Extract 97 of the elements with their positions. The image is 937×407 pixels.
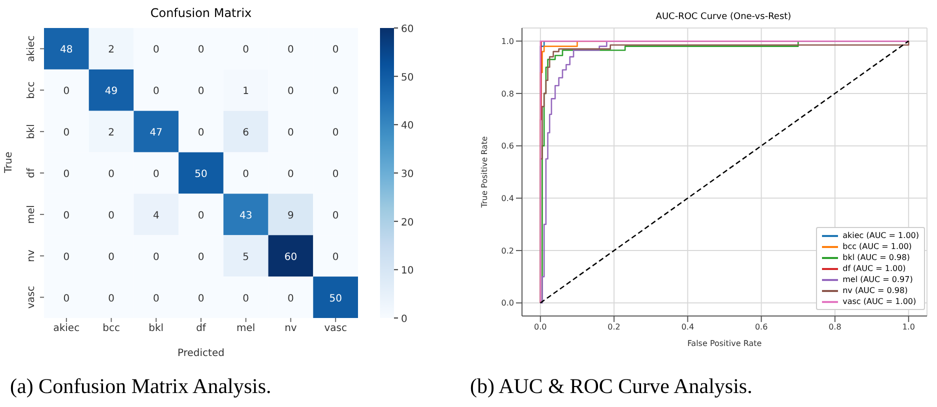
data-label: 0	[108, 210, 114, 222]
data-label: 43	[239, 210, 252, 222]
data-label: 0	[242, 169, 250, 180]
data-label: 0	[332, 86, 339, 98]
data-label: 0	[63, 252, 70, 263]
y-tick-label: df	[26, 168, 37, 178]
data-label: 0	[198, 44, 204, 56]
chart-title: AUC-ROC Curve (One-vs-Rest)	[654, 12, 792, 22]
color-bar-label: 20	[401, 217, 414, 228]
y-tick-label: mel	[26, 205, 37, 224]
data-label: 0	[332, 252, 339, 263]
y-tick-label: 0.8	[501, 89, 514, 98]
x-tick-label: akiec	[53, 323, 80, 334]
data-label: 0	[152, 86, 160, 98]
y-tick-label: akiec	[26, 36, 37, 62]
y-tick-label: 0.4	[501, 194, 514, 204]
y-axis-title: True Positive Rate	[480, 136, 489, 209]
x-axis-title: Predicted	[178, 348, 224, 359]
y-tick-label: 0.6	[501, 142, 514, 151]
data-label: 6	[242, 128, 250, 139]
data-label: 0	[198, 128, 204, 139]
y-tick-label: bcc	[26, 81, 37, 99]
data-label: 0	[63, 210, 70, 222]
color-bar-label: 50	[401, 72, 414, 84]
data-label: 0	[63, 128, 70, 139]
color-bar-label: 0	[401, 314, 408, 325]
data-label: 0	[288, 44, 294, 56]
x-tick-label: df	[196, 323, 206, 334]
data-label: 0	[108, 169, 114, 180]
data-label: 0	[63, 86, 70, 98]
data-label: 0	[108, 293, 114, 304]
data-label: 50	[194, 169, 208, 180]
chart-title: Confusion Matrix	[149, 6, 253, 20]
data-label: 2	[108, 128, 114, 139]
data-label: 0	[242, 44, 250, 56]
color-bar-label: 40	[401, 120, 414, 132]
data-label: 0	[198, 210, 204, 222]
y-tick-label: 1.0	[501, 36, 514, 46]
data-label: 0	[288, 169, 294, 180]
data-label: 9	[288, 210, 294, 222]
data-label: 0	[198, 86, 204, 98]
x-tick-label: 0.2	[608, 322, 620, 332]
y-tick-label: bkl	[26, 124, 37, 140]
legend-label: vasc (AUC = 1.00)	[842, 297, 916, 306]
legend-label: nv (AUC = 0.98)	[842, 286, 908, 295]
color-bar-label: 30	[401, 169, 414, 180]
y-tick-label: 0.2	[501, 246, 514, 256]
legend-label: akiec (AUC = 1.00)	[842, 231, 919, 240]
x-tick-label: nv	[284, 323, 297, 334]
color-bar-label: 60	[401, 24, 414, 35]
data-label: 0	[152, 293, 160, 304]
y-axis-title: True	[4, 152, 15, 174]
legend-label: bkl (AUC = 0.98)	[842, 253, 910, 262]
data-label: 0	[242, 293, 250, 304]
data-label: 50	[329, 293, 342, 304]
data-label: 60	[284, 252, 298, 263]
legend-label: df (AUC = 1.00)	[842, 264, 906, 273]
data-label: 5	[242, 252, 250, 263]
data-label: 0	[332, 128, 339, 139]
legend-label: bcc (AUC = 1.00)	[842, 242, 912, 251]
y-tick-label: 0.0	[501, 298, 514, 308]
data-label: 0	[63, 293, 70, 304]
data-label: 0	[198, 252, 204, 263]
data-label: 0	[288, 293, 294, 304]
data-label: 0	[332, 169, 339, 180]
x-tick-label: 1.0	[902, 322, 915, 332]
data-label: 48	[60, 44, 73, 56]
data-label: 0	[332, 210, 339, 222]
data-label: 4	[152, 210, 160, 222]
data-label: 47	[150, 128, 163, 139]
data-label: 0	[198, 293, 204, 304]
x-tick-label: 0.8	[828, 322, 842, 332]
data-label: 0	[332, 44, 339, 56]
data-label: 0	[152, 252, 160, 263]
x-tick-label: 0.0	[534, 322, 547, 332]
text: (a) Confusion Matrix Analysis.	[10, 374, 272, 399]
data-label: 2	[108, 44, 114, 56]
x-tick-label: bcc	[102, 323, 120, 334]
y-tick-label: vasc	[26, 286, 37, 309]
data-label: 0	[108, 252, 114, 263]
x-tick-label: bkl	[148, 323, 164, 334]
text: (b) AUC & ROC Curve Analysis.	[470, 374, 754, 399]
data-label: 0	[152, 169, 160, 180]
y-tick-label: nv	[26, 250, 37, 262]
data-label: 0	[288, 128, 294, 139]
x-axis-title: False Positive Rate	[687, 339, 762, 348]
legend-label: mel (AUC = 0.97)	[842, 275, 913, 284]
data-label: 1	[242, 86, 250, 98]
data-label: 0	[63, 169, 70, 180]
color-bar-label: 10	[401, 266, 414, 277]
x-tick-label: 0.6	[754, 322, 768, 332]
data-label: 0	[288, 86, 294, 98]
data-label: 0	[152, 44, 160, 56]
x-tick-label: mel	[236, 323, 256, 334]
x-tick-label: vasc	[324, 323, 347, 334]
x-tick-label: 0.4	[681, 322, 694, 332]
data-label: 49	[104, 86, 118, 98]
